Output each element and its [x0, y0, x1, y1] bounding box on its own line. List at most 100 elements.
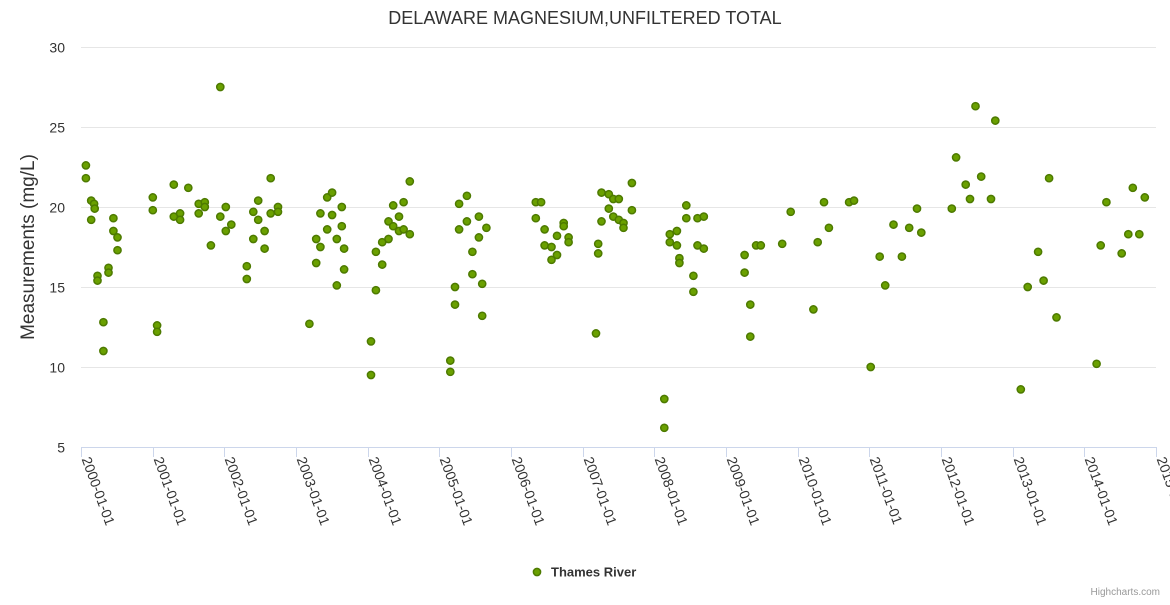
- scatter-point: [536, 197, 546, 207]
- scatter-point: [450, 300, 460, 309]
- data-points: [81, 82, 1150, 433]
- scatter-point: [113, 233, 122, 242]
- scatter-point: [619, 223, 628, 233]
- scatter-point: [889, 220, 898, 229]
- scatter-point: [976, 172, 986, 181]
- scatter-point: [659, 394, 669, 404]
- scatter-point: [482, 223, 491, 233]
- scatter-point: [745, 300, 755, 309]
- scatter-point: [866, 362, 876, 372]
- scatter-point: [405, 177, 415, 186]
- scatter-point: [388, 201, 398, 210]
- scatter-point: [547, 255, 556, 265]
- scatter-point: [311, 234, 321, 244]
- scatter-point: [474, 212, 484, 221]
- scatter-point: [316, 209, 325, 218]
- scatter-point: [109, 213, 118, 223]
- scatter-point: [332, 281, 342, 290]
- scatter-point: [540, 225, 549, 234]
- scatter-point: [99, 317, 108, 327]
- scatter-point: [552, 250, 562, 260]
- scatter-point: [740, 268, 749, 277]
- scatter-point: [113, 245, 122, 255]
- scatter-point: [604, 204, 614, 213]
- scatter-point: [961, 180, 971, 189]
- scatter-point: [740, 250, 749, 260]
- y-tick-label: 25: [49, 120, 65, 136]
- scatter-point: [971, 101, 980, 111]
- scatter-point: [337, 202, 347, 212]
- scatter-point: [681, 213, 691, 223]
- scatter-point: [552, 231, 562, 241]
- scatter-point: [591, 329, 601, 338]
- scatter-point: [148, 193, 158, 202]
- scatter-point: [1044, 173, 1054, 183]
- scatter-point: [947, 204, 957, 213]
- scatter-point: [371, 247, 381, 257]
- scatter-point: [445, 356, 455, 365]
- scatter-point: [183, 183, 193, 193]
- scatter-point: [253, 215, 263, 225]
- scatter-point: [327, 188, 337, 197]
- scatter-point: [371, 285, 381, 295]
- credits-link[interactable]: Highcharts.com: [1091, 587, 1160, 598]
- scatter-point: [399, 197, 408, 207]
- scatter-point: [614, 194, 624, 204]
- scatter-point: [366, 370, 376, 380]
- scatter-point: [200, 202, 210, 212]
- scatter-point: [897, 252, 907, 261]
- scatter-point: [242, 274, 252, 284]
- scatter-point: [322, 225, 332, 234]
- scatter-point: [965, 194, 975, 204]
- scatter-point: [1016, 385, 1026, 394]
- scatter-point: [454, 199, 464, 209]
- scatter-point: [547, 242, 556, 252]
- legend-marker-icon[interactable]: [532, 567, 542, 577]
- scatter-point: [366, 337, 376, 346]
- scatter-point: [786, 207, 796, 217]
- legend-item-label[interactable]: Thames River: [551, 565, 636, 580]
- scatter-point: [813, 237, 823, 247]
- scatter-point: [875, 252, 885, 261]
- legend[interactable]: Thames River: [532, 565, 636, 580]
- scatter-point: [104, 268, 113, 277]
- scatter-point: [384, 234, 393, 244]
- scatter-point: [399, 225, 408, 234]
- scatter-point: [880, 281, 890, 290]
- scatter-point: [849, 196, 859, 205]
- scatter-point: [986, 194, 996, 204]
- scatter-point: [756, 241, 766, 250]
- scatter-point: [593, 249, 603, 258]
- scatter-point: [477, 279, 487, 289]
- scatter-point: [916, 228, 926, 237]
- scatter-point: [445, 367, 455, 377]
- scatter-point: [450, 282, 460, 292]
- scatter-point: [951, 153, 961, 162]
- scatter-point: [175, 215, 185, 225]
- scatter-point: [1123, 229, 1133, 239]
- scatter-point: [597, 188, 606, 197]
- scatter-point: [194, 209, 204, 218]
- scatter-point: [597, 217, 606, 226]
- scatter-point: [904, 223, 914, 233]
- scatter-point: [99, 346, 108, 356]
- scatter-point: [93, 276, 102, 285]
- scatter-point: [912, 204, 922, 213]
- scatter-point: [388, 221, 398, 231]
- y-tick-label: 20: [49, 200, 65, 216]
- scatter-point: [745, 332, 755, 341]
- scatter-point: [260, 244, 269, 253]
- scatter-point: [266, 209, 276, 218]
- scatter-point: [248, 234, 258, 244]
- scatter-point: [531, 213, 541, 223]
- scatter-point: [462, 191, 472, 201]
- scatter-point: [559, 221, 569, 231]
- scatter-point: [1033, 247, 1043, 257]
- scatter-point: [699, 244, 709, 253]
- scatter-point: [260, 226, 269, 236]
- scatter-point: [339, 265, 349, 274]
- scatter-point: [627, 178, 637, 188]
- scatter-point: [215, 82, 225, 92]
